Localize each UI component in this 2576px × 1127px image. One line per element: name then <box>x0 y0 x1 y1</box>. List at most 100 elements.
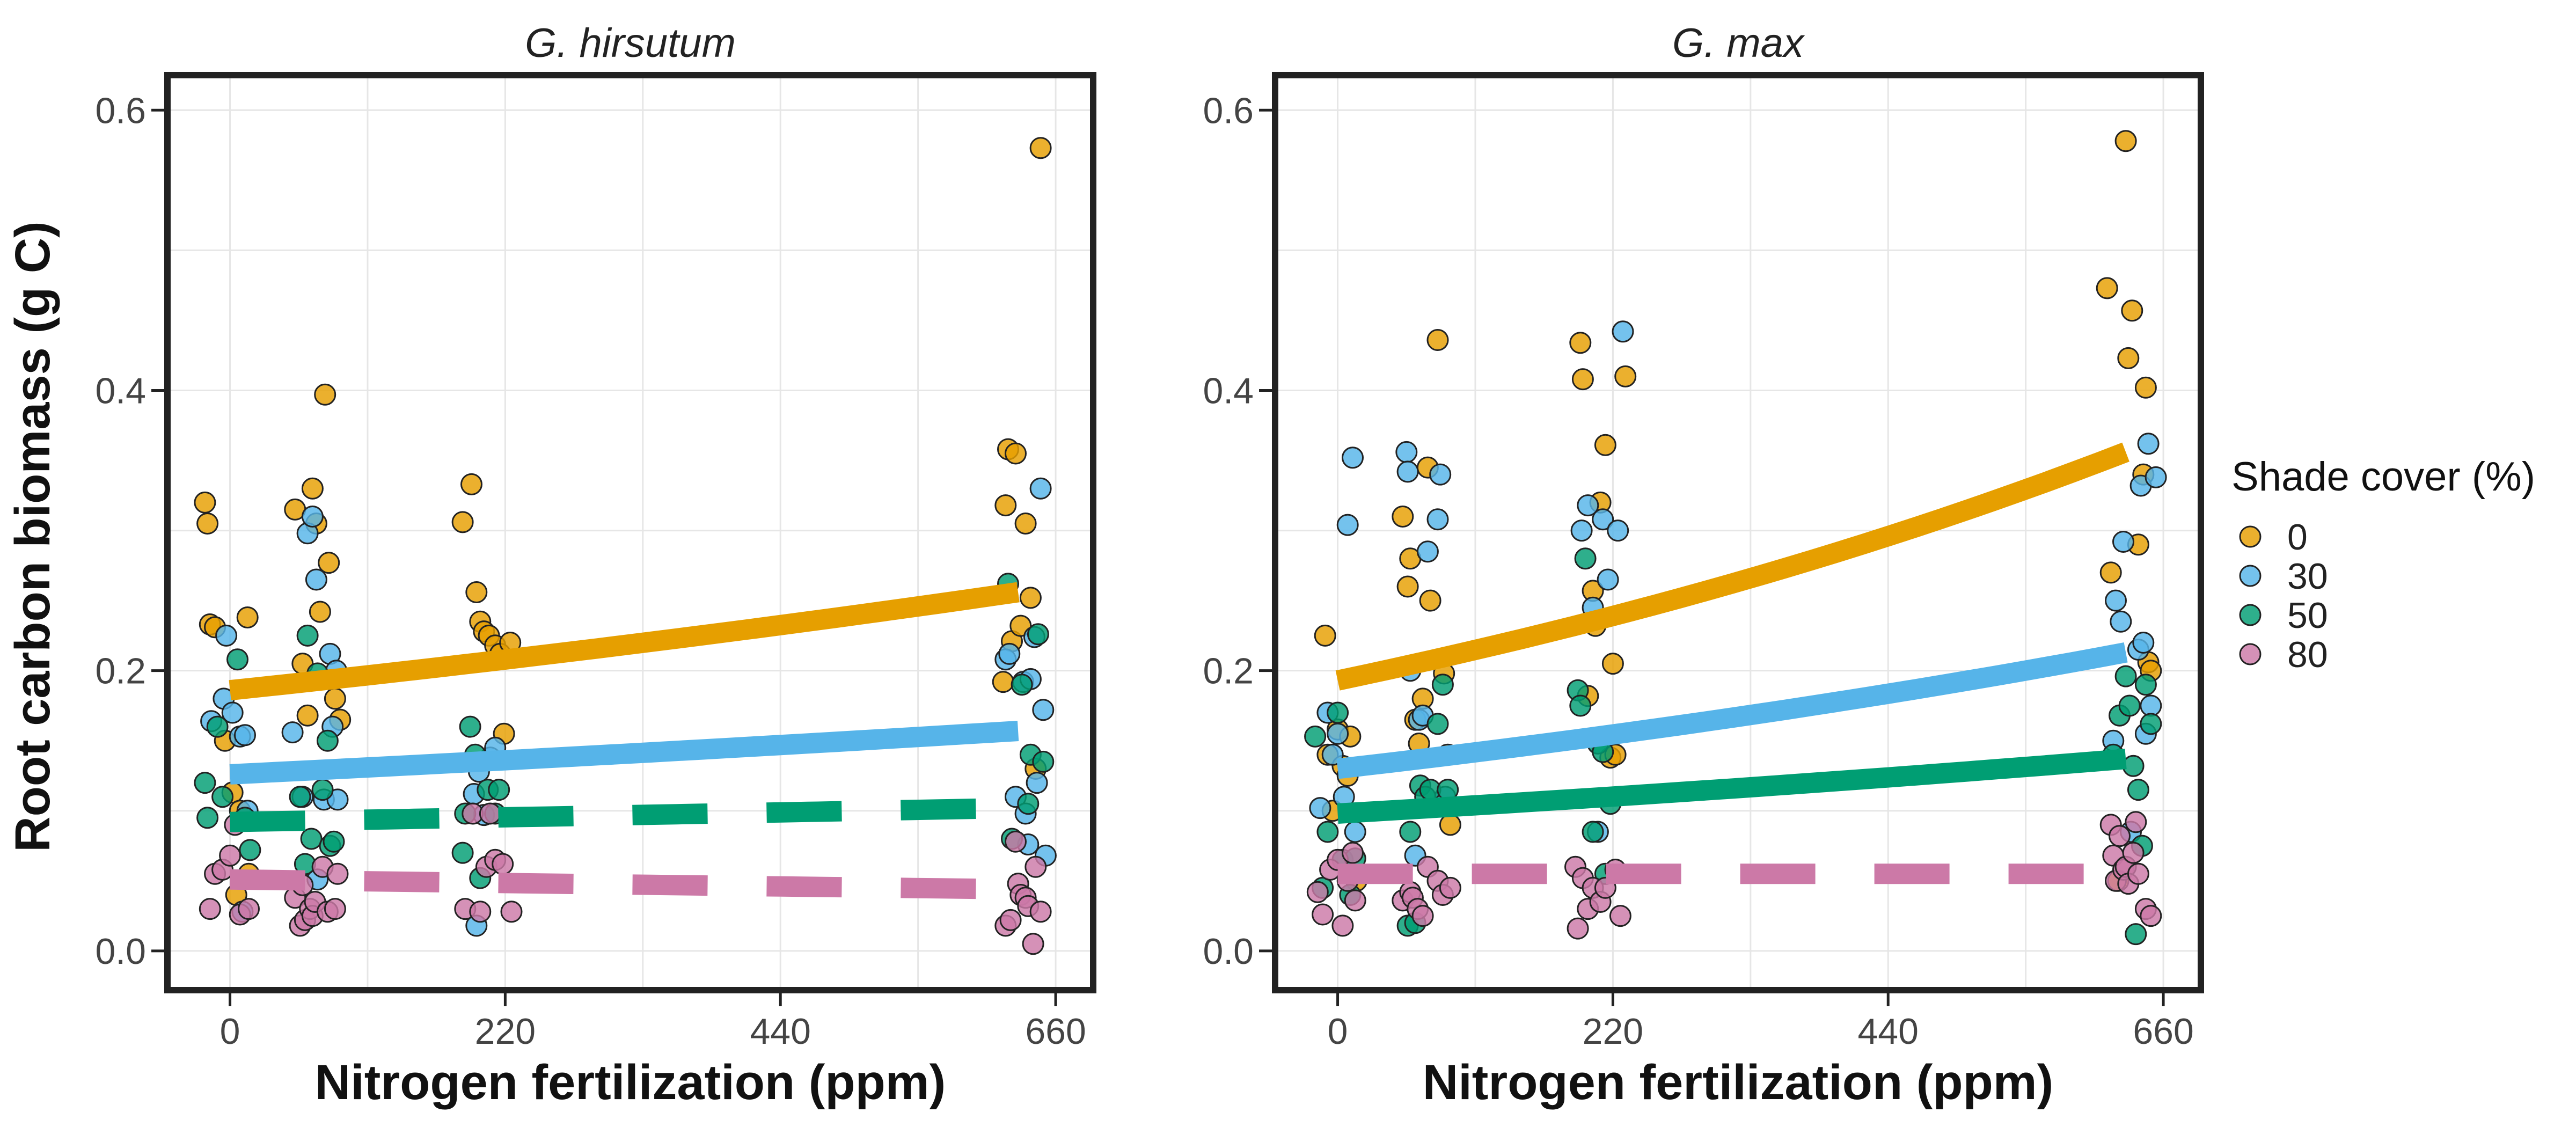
legend-title: Shade cover (%) <box>2231 454 2535 500</box>
data-point-80 <box>1344 889 1366 912</box>
x-tick-label: 0 <box>220 1011 240 1052</box>
x-axis-title: Nitrogen fertilization (ppm) <box>315 1055 946 1110</box>
data-point-0 <box>460 473 482 495</box>
axes: 0 220 440 660 0.0 0.2 0.4 0.6 <box>1203 90 2193 1052</box>
legend-label-0: 0 <box>2287 517 2308 558</box>
data-point-80 <box>2140 905 2162 927</box>
data-point-30 <box>2140 694 2162 717</box>
data-points <box>1304 130 2167 946</box>
data-point-50 <box>316 729 339 752</box>
data-point-30 <box>1612 320 1634 343</box>
data-point-50 <box>211 786 234 808</box>
data-point-80 <box>2125 811 2147 833</box>
data-point-0 <box>1569 332 1592 354</box>
data-point-50 <box>2134 674 2157 696</box>
data-point-80 <box>1609 905 1631 927</box>
data-point-50 <box>1032 750 1055 773</box>
data-point-0 <box>236 606 259 628</box>
data-point-80 <box>219 844 241 867</box>
data-point-30 <box>281 721 304 744</box>
data-point-80 <box>479 802 501 825</box>
legend-label-50: 50 <box>2287 595 2328 636</box>
data-point-30 <box>305 568 327 591</box>
data-point-50 <box>300 828 323 850</box>
data-point-0 <box>1439 814 1461 836</box>
data-point-30 <box>1429 463 1452 486</box>
data-point-80 <box>500 901 523 923</box>
data-point-30 <box>1342 447 1364 469</box>
data-point-50 <box>2114 665 2137 687</box>
data-point-50 <box>289 786 311 808</box>
data-point-30 <box>1032 699 1055 721</box>
data-point-30 <box>1416 540 1439 563</box>
data-point-30 <box>1570 519 1593 542</box>
data-point-0 <box>301 477 324 500</box>
data-point-30 <box>1396 460 1419 483</box>
data-point-80 <box>1029 901 1052 923</box>
data-point-50 <box>239 839 261 861</box>
data-point-50 <box>194 772 216 794</box>
data-point-30 <box>234 724 256 747</box>
data-point-0 <box>324 687 346 710</box>
data-point-80 <box>1342 841 1364 864</box>
data-point-50 <box>2125 923 2147 946</box>
data-point-50 <box>488 779 510 801</box>
trend-line-0 <box>1335 442 2129 691</box>
y-tick-label: 0.6 <box>95 90 146 131</box>
data-point-0 <box>1614 365 1637 387</box>
x-axis-title: Nitrogen fertilization (ppm) <box>1423 1055 2053 1110</box>
data-point-30 <box>2105 589 2127 612</box>
legend-key-50 <box>2239 604 2262 626</box>
data-point-30 <box>221 701 244 724</box>
data-point-30 <box>1395 441 1418 463</box>
data-point-80 <box>1567 917 1589 940</box>
data-point-80 <box>1312 903 1334 926</box>
data-point-0 <box>1426 329 1449 351</box>
data-point-30 <box>2132 632 2155 654</box>
y-tick-label: 0.0 <box>95 931 146 972</box>
gridlines <box>167 75 1093 990</box>
data-points <box>194 137 1057 955</box>
plot-frame <box>164 72 1096 993</box>
data-point-0 <box>1314 624 1336 647</box>
legend-key-80 <box>2239 643 2262 665</box>
data-point-80 <box>492 853 514 875</box>
data-point-0 <box>1392 506 1414 528</box>
trend-lines <box>1335 442 2129 884</box>
data-point-30 <box>1029 477 1052 500</box>
data-point-30 <box>2145 466 2167 488</box>
x-tick-label: 0 <box>1328 1011 1348 1052</box>
data-point-0 <box>1571 368 1594 391</box>
data-point-80 <box>324 898 346 920</box>
data-point-50 <box>1431 674 1454 696</box>
legend-key-30 <box>2239 565 2262 587</box>
data-point-30 <box>1597 568 1619 591</box>
x-tick-label: 440 <box>1857 1011 1918 1052</box>
data-point-50 <box>1304 725 1327 748</box>
data-point-0 <box>1601 653 1624 675</box>
data-point-80 <box>1306 881 1329 903</box>
data-point-50 <box>311 779 334 801</box>
plot-background <box>1275 75 2201 990</box>
axes: 0 220 440 660 0.0 0.2 0.4 0.6 <box>95 90 1086 1052</box>
data-point-50 <box>1426 713 1449 735</box>
data-point-30 <box>1577 494 1599 517</box>
data-point-30 <box>2137 433 2160 455</box>
data-point-0 <box>2114 130 2137 152</box>
data-point-0 <box>451 511 474 533</box>
y-tick-label: 0.4 <box>95 370 146 411</box>
plot-frame <box>1272 72 2204 993</box>
data-point-30 <box>1607 519 1629 542</box>
data-point-80 <box>326 862 349 885</box>
data-point-50 <box>1011 674 1033 696</box>
data-point-80 <box>2109 825 2131 847</box>
data-point-0 <box>1594 434 1616 456</box>
trend-line-50 <box>1337 749 2127 824</box>
panel-title: G. max <box>1672 20 1805 66</box>
data-point-0 <box>994 494 1017 517</box>
data-point-0 <box>2121 299 2143 322</box>
data-point-30 <box>1426 508 1449 531</box>
data-point-50 <box>2140 713 2162 735</box>
data-point-50 <box>226 648 248 671</box>
